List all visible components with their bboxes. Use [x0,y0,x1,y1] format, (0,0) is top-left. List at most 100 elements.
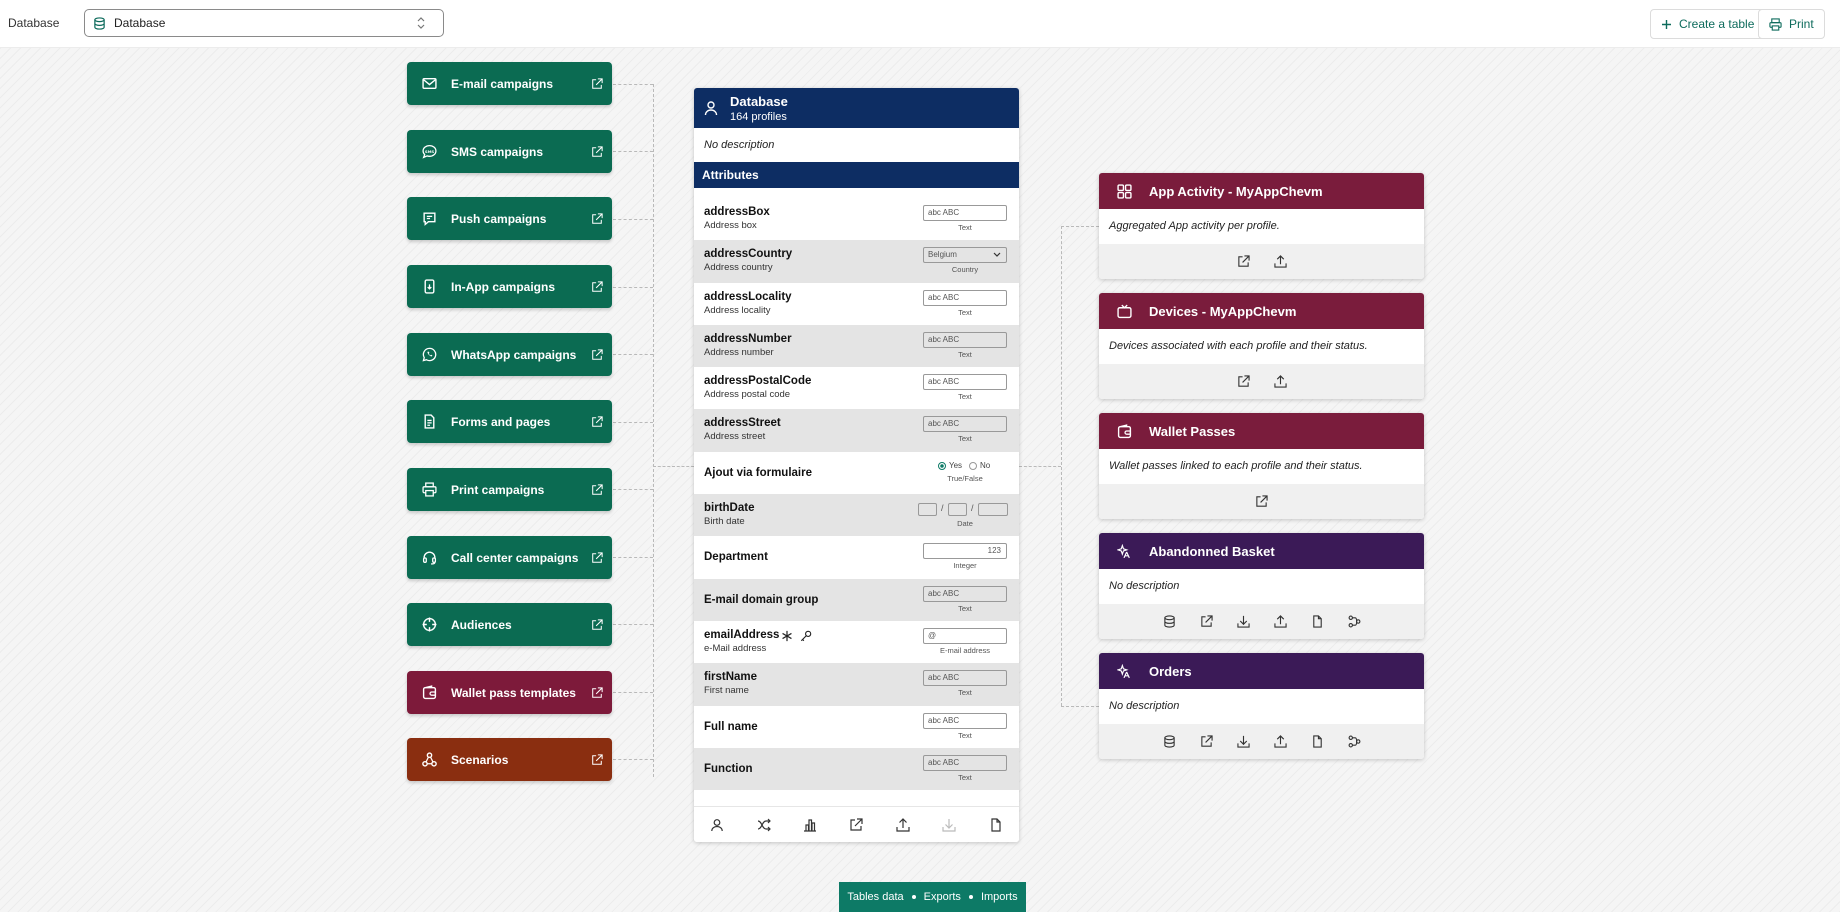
upload-icon[interactable] [1273,615,1287,628]
nav-call-center-campaigns[interactable]: Call center campaigns [407,536,612,579]
nav-forms-and-pages[interactable]: Forms and pages [407,400,612,443]
external-link-wrap[interactable] [582,348,612,361]
external-link-icon[interactable] [591,348,603,361]
database-icon[interactable] [1163,615,1176,628]
radio-yes[interactable] [938,461,946,470]
attribute-row[interactable]: addressNumber Address number abc ABC Text [694,324,1019,368]
profile-icon[interactable] [710,818,724,832]
external-link-icon[interactable] [591,77,603,90]
external-link-icon[interactable] [591,483,603,496]
download-icon[interactable] [1236,615,1250,628]
external-link-wrap[interactable] [582,77,612,90]
attribute-row[interactable]: Department 123 Integer [694,536,1019,578]
nav-print-campaigns[interactable]: Print campaigns [407,468,612,511]
attribute-input[interactable]: abc ABC [923,712,1007,729]
nav-in-app-campaigns[interactable]: In-App campaigns [407,265,612,308]
attribute-input[interactable]: 123 [923,543,1007,560]
tab-imports[interactable]: Imports [980,891,1018,903]
attribute-row[interactable]: emailAddress e-Mail address @ E-mail addres… [694,621,1019,663]
table-card-header[interactable]: Abandonned Basket [1099,533,1424,569]
attribute-input[interactable]: abc ABC [923,374,1007,391]
external-link-icon[interactable] [591,145,603,158]
file-icon[interactable] [989,817,1003,832]
file-icon[interactable] [1311,735,1324,748]
table-card[interactable]: Abandonned Basket No description [1099,533,1424,639]
attribute-input[interactable]: abc ABC [923,205,1007,221]
attribute-input[interactable]: abc ABC [923,289,1007,306]
flow-icon[interactable] [1348,735,1361,748]
attribute-input[interactable]: abc ABC [923,670,1007,687]
external-link-icon[interactable] [1237,375,1250,388]
external-link-wrap[interactable] [582,551,612,564]
attribute-row[interactable]: Ajout via formulaire Yes No True/False [694,452,1019,494]
database-icon[interactable] [1163,735,1176,748]
external-link-wrap[interactable] [582,145,612,158]
attribute-row[interactable]: addressLocality Address locality abc ABC Te… [694,283,1019,325]
external-link-wrap[interactable] [582,618,612,631]
external-link-icon[interactable] [1200,735,1213,748]
database-select[interactable]: Database [84,9,444,37]
external-link-icon[interactable] [591,753,603,766]
external-link-icon[interactable] [591,280,603,293]
external-link-wrap[interactable] [582,280,612,293]
attribute-input[interactable]: @ [923,627,1007,644]
merge-icon[interactable] [757,818,771,832]
nav-push-campaigns[interactable]: Push campaigns [407,197,612,240]
table-card[interactable]: App Activity - MyAppChevm Aggregated App … [1099,173,1424,279]
external-link-icon[interactable] [849,817,864,832]
external-link-icon[interactable] [1237,255,1250,268]
table-card[interactable]: Wallet Passes Wallet passes linked to eac… [1099,413,1424,519]
database-card[interactable]: Database 164 profiles No description Att… [694,88,1019,842]
upload-icon[interactable] [896,817,910,832]
table-card-header[interactable]: Orders [1099,653,1424,689]
table-card[interactable]: Orders No description [1099,653,1424,759]
attribute-input[interactable]: Belgium [923,247,1007,264]
upload-icon[interactable] [1273,735,1287,748]
attribute-input[interactable]: abc ABC [923,585,1007,602]
external-link-icon[interactable] [591,686,603,699]
nav-sms-campaigns[interactable]: SMS SMS campaigns [407,130,612,173]
external-link-wrap[interactable] [582,212,612,225]
print-button[interactable]: Print [1758,9,1825,39]
external-link-wrap[interactable] [582,415,612,428]
external-link-wrap[interactable] [582,686,612,699]
external-link-icon[interactable] [591,618,603,631]
external-link-icon[interactable] [1200,615,1213,628]
table-card[interactable]: Devices - MyAppChevm Devices associated w… [1099,293,1424,399]
upload-icon[interactable] [1273,255,1287,268]
nav-whatsapp-campaigns[interactable]: WhatsApp campaigns [407,333,612,376]
file-icon[interactable] [1311,615,1324,628]
attribute-row[interactable]: firstName First name abc ABC Text [694,663,1019,706]
table-card-header[interactable]: Devices - MyAppChevm [1099,293,1424,329]
date-month-input[interactable] [948,503,967,517]
external-link-icon[interactable] [1255,495,1268,508]
nav-e-mail-campaigns[interactable]: E-mail campaigns [407,62,612,105]
attribute-row[interactable]: E-mail domain group abc ABC Text [694,578,1019,621]
nav-wallet-pass-templates[interactable]: Wallet pass templates [407,671,612,714]
radio-no[interactable] [969,461,977,470]
attribute-input[interactable]: abc ABC [923,754,1007,771]
tab-exports[interactable]: Exports [923,891,961,903]
database-card-header[interactable]: Database 164 profiles [694,88,1019,128]
create-table-button[interactable]: Create a table [1650,9,1766,39]
nav-audiences[interactable]: Audiences [407,603,612,646]
attribute-row[interactable]: birthDate Birth date / / Date [694,494,1019,537]
bar-chart-icon[interactable] [803,818,817,832]
table-card-header[interactable]: App Activity - MyAppChevm [1099,173,1424,209]
upload-icon[interactable] [1273,375,1287,388]
nav-scenarios[interactable]: Scenarios [407,738,612,781]
attribute-row[interactable]: addressCountry Address country Belgium Coun… [694,240,1019,283]
attribute-input[interactable]: abc ABC [923,331,1007,348]
attribute-row[interactable]: Full name abc ABC Text [694,706,1019,748]
date-year-input[interactable] [978,503,1008,517]
external-link-icon[interactable] [591,415,603,428]
attribute-row[interactable]: addressBox Address box abc ABC Text [694,198,1019,240]
attribute-row[interactable]: addressStreet Address street abc ABC Text [694,409,1019,452]
attribute-input[interactable]: abc ABC [923,416,1007,433]
external-link-icon[interactable] [591,212,603,225]
external-link-wrap[interactable] [582,483,612,496]
attribute-row[interactable]: addressPostalCode Address postal code abc … [694,367,1019,409]
table-card-header[interactable]: Wallet Passes [1099,413,1424,449]
flow-icon[interactable] [1348,615,1361,628]
external-link-wrap[interactable] [582,753,612,766]
